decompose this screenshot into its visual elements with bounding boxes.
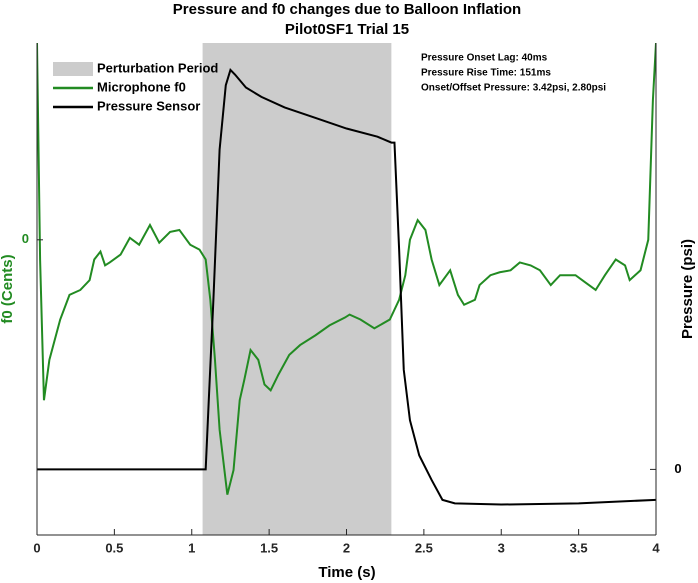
x-tick-label: 4 xyxy=(652,540,660,555)
x-tick-label: 3 xyxy=(498,540,505,555)
y2-axis-label: Pressure (psi) xyxy=(679,239,696,339)
x-tick-label: 2.5 xyxy=(415,540,433,555)
data-line xyxy=(37,43,656,495)
x-tick-label: 1.5 xyxy=(260,540,278,555)
x-tick-label: 2 xyxy=(343,540,350,555)
x-tick-label: 0.5 xyxy=(105,540,123,555)
chart-title: Pressure and f0 changes due to Balloon I… xyxy=(173,1,521,18)
legend-swatch xyxy=(53,62,93,76)
legend-label: Pressure Sensor xyxy=(97,98,200,113)
y2-tick-label: 0 xyxy=(674,461,681,476)
x-tick-label: 1 xyxy=(188,540,195,555)
annotation: Pressure Rise Time: 151ms xyxy=(421,68,551,79)
legend-label: Perturbation Period xyxy=(97,60,218,75)
y-tick-label: 0 xyxy=(22,231,29,246)
chart-subtitle: Pilot0SF1 Trial 15 xyxy=(285,21,409,38)
annotation: Pressure Onset Lag: 40ms xyxy=(421,53,548,64)
x-tick-label: 3.5 xyxy=(570,540,588,555)
legend-label: Microphone f0 xyxy=(97,79,186,94)
x-axis-label: Time (s) xyxy=(318,564,375,581)
perturbation-period xyxy=(202,43,392,535)
x-tick-label: 0 xyxy=(33,540,40,555)
annotation: Onset/Offset Pressure: 3.42psi, 2.80psi xyxy=(421,83,606,94)
data-line xyxy=(37,68,656,506)
y-axis-label: f0 (Cents) xyxy=(0,254,16,323)
